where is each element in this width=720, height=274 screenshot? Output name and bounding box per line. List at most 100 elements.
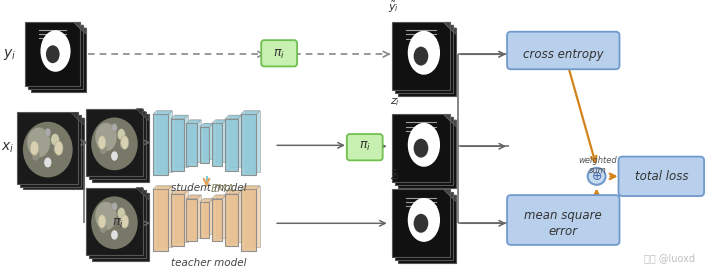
- Ellipse shape: [121, 136, 129, 149]
- Ellipse shape: [91, 196, 138, 249]
- FancyBboxPatch shape: [153, 114, 168, 175]
- FancyBboxPatch shape: [157, 186, 172, 247]
- FancyBboxPatch shape: [229, 115, 242, 167]
- Circle shape: [588, 168, 606, 185]
- FancyBboxPatch shape: [507, 32, 619, 69]
- FancyBboxPatch shape: [175, 115, 188, 167]
- Ellipse shape: [98, 136, 106, 149]
- Polygon shape: [73, 22, 80, 28]
- Bar: [92, 193, 149, 261]
- Polygon shape: [77, 118, 84, 125]
- Polygon shape: [186, 120, 201, 124]
- FancyBboxPatch shape: [186, 124, 197, 166]
- Ellipse shape: [51, 134, 59, 145]
- FancyBboxPatch shape: [100, 209, 136, 235]
- Ellipse shape: [117, 129, 125, 140]
- Polygon shape: [199, 123, 213, 127]
- Text: EMA: EMA: [210, 184, 235, 194]
- Bar: [86, 188, 143, 255]
- Text: $\pi_i$: $\pi_i$: [112, 217, 124, 230]
- Ellipse shape: [408, 123, 440, 167]
- Bar: [17, 112, 78, 184]
- Bar: [395, 192, 454, 260]
- Polygon shape: [199, 199, 213, 202]
- FancyBboxPatch shape: [171, 119, 184, 171]
- Ellipse shape: [95, 202, 117, 230]
- FancyBboxPatch shape: [507, 195, 619, 245]
- Text: sum: sum: [589, 166, 606, 175]
- Polygon shape: [71, 112, 78, 119]
- Ellipse shape: [112, 124, 117, 132]
- Text: $\oplus$: $\oplus$: [591, 170, 602, 183]
- Polygon shape: [142, 114, 149, 121]
- Bar: [397, 195, 456, 263]
- Polygon shape: [240, 186, 260, 190]
- Polygon shape: [142, 193, 149, 200]
- FancyBboxPatch shape: [216, 195, 226, 238]
- Bar: [28, 25, 83, 89]
- Text: cross entropy: cross entropy: [523, 48, 603, 61]
- Bar: [92, 114, 149, 182]
- Ellipse shape: [100, 223, 107, 233]
- Bar: [32, 28, 86, 92]
- Text: student model: student model: [171, 183, 246, 193]
- Bar: [392, 114, 450, 182]
- Ellipse shape: [45, 128, 51, 137]
- Bar: [89, 190, 146, 258]
- Ellipse shape: [413, 139, 428, 158]
- Ellipse shape: [408, 198, 440, 242]
- FancyBboxPatch shape: [153, 190, 168, 250]
- Text: $z_i$: $z_i$: [390, 96, 400, 108]
- Ellipse shape: [55, 141, 63, 155]
- FancyBboxPatch shape: [199, 202, 210, 238]
- Ellipse shape: [117, 208, 125, 219]
- Polygon shape: [449, 28, 456, 35]
- Ellipse shape: [27, 127, 50, 158]
- FancyBboxPatch shape: [175, 190, 188, 242]
- Polygon shape: [171, 115, 188, 119]
- Polygon shape: [79, 28, 86, 34]
- Ellipse shape: [95, 123, 117, 151]
- Polygon shape: [153, 186, 172, 190]
- Ellipse shape: [23, 122, 73, 177]
- Text: teacher model: teacher model: [171, 258, 246, 268]
- Polygon shape: [446, 117, 454, 124]
- Polygon shape: [449, 120, 456, 127]
- Ellipse shape: [91, 118, 138, 170]
- Polygon shape: [136, 109, 143, 115]
- Ellipse shape: [32, 150, 40, 160]
- FancyBboxPatch shape: [225, 119, 238, 171]
- FancyBboxPatch shape: [229, 190, 242, 242]
- FancyBboxPatch shape: [199, 127, 210, 162]
- FancyBboxPatch shape: [240, 114, 256, 175]
- Text: weighted: weighted: [578, 156, 617, 165]
- Bar: [89, 112, 146, 179]
- Text: 知乎 @luoxd: 知乎 @luoxd: [644, 253, 695, 263]
- Text: $\pi_i$: $\pi_i$: [359, 140, 371, 153]
- Ellipse shape: [46, 45, 60, 63]
- FancyBboxPatch shape: [204, 199, 213, 234]
- FancyBboxPatch shape: [212, 124, 222, 166]
- Polygon shape: [240, 111, 260, 114]
- Bar: [20, 115, 81, 187]
- Text: $\pi_i$: $\pi_i$: [273, 48, 285, 61]
- Bar: [397, 28, 456, 96]
- Ellipse shape: [120, 219, 126, 227]
- Ellipse shape: [111, 151, 118, 161]
- FancyBboxPatch shape: [186, 199, 197, 241]
- Polygon shape: [446, 25, 454, 32]
- Ellipse shape: [413, 47, 428, 65]
- FancyBboxPatch shape: [212, 199, 222, 241]
- Polygon shape: [444, 22, 450, 29]
- Text: $\tilde{z}_i$: $\tilde{z}_i$: [390, 168, 400, 183]
- Polygon shape: [212, 195, 226, 199]
- Bar: [395, 117, 454, 185]
- Ellipse shape: [30, 141, 39, 155]
- Polygon shape: [186, 195, 201, 199]
- Text: mean square
error: mean square error: [524, 209, 602, 238]
- Ellipse shape: [121, 215, 129, 228]
- Polygon shape: [446, 192, 454, 199]
- Ellipse shape: [44, 158, 51, 167]
- Bar: [392, 22, 450, 90]
- Text: total loss: total loss: [634, 170, 688, 183]
